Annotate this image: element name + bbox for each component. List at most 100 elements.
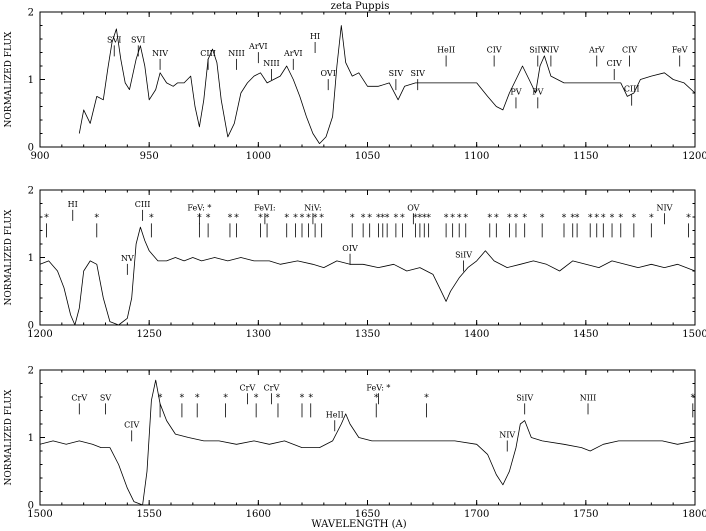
line-id-label: SiIV bbox=[516, 393, 533, 402]
line-marker-asterisk: * bbox=[385, 213, 390, 223]
line-id-label: FeV: * bbox=[187, 203, 211, 212]
line-id-label: ArVI bbox=[283, 49, 303, 58]
x-tick-label: 1350 bbox=[355, 329, 380, 340]
y-tick-label: 2 bbox=[28, 366, 34, 377]
line-id-label: HeII bbox=[437, 46, 455, 55]
line-marker-asterisk: * bbox=[540, 213, 545, 223]
line-id-label: PV bbox=[532, 87, 543, 96]
line-marker-asterisk: * bbox=[649, 213, 654, 223]
line-id-label: CIV bbox=[487, 46, 502, 55]
line-marker-asterisk: * bbox=[374, 393, 379, 403]
x-tick-label: 1600 bbox=[246, 509, 271, 520]
line-id-label: CrV bbox=[240, 383, 256, 392]
line-marker-asterisk: * bbox=[381, 213, 386, 223]
x-tick-label: 1200 bbox=[682, 151, 706, 162]
line-marker-asterisk: * bbox=[306, 213, 311, 223]
x-tick-label: 1800 bbox=[682, 509, 706, 520]
y-tick-label: 1 bbox=[28, 433, 34, 444]
line-marker-asterisk: * bbox=[691, 393, 696, 403]
line-id-label: SV bbox=[100, 393, 111, 402]
line-id-label: ArV bbox=[588, 46, 605, 55]
spectrum-line bbox=[39, 379, 696, 506]
line-marker-asterisk: * bbox=[522, 213, 527, 223]
line-id-label: PV bbox=[510, 87, 521, 96]
line-marker-asterisk: * bbox=[457, 213, 462, 223]
line-marker-asterisk: * bbox=[400, 213, 405, 223]
line-marker-asterisk: * bbox=[319, 213, 324, 223]
line-marker-asterisk: * bbox=[595, 213, 600, 223]
y-tick-label: 0 bbox=[28, 321, 34, 332]
line-id-label: SiIV bbox=[529, 46, 546, 55]
line-marker-asterisk: * bbox=[234, 213, 239, 223]
spectrum-line bbox=[39, 226, 696, 326]
line-marker-asterisk: * bbox=[95, 213, 100, 223]
x-tick-label: 1700 bbox=[464, 509, 489, 520]
line-id-label: CrV bbox=[264, 383, 280, 392]
line-id-label: CIV bbox=[124, 420, 139, 429]
line-marker-asterisk: * bbox=[206, 213, 211, 223]
line-id-label: NIV bbox=[656, 203, 672, 212]
line-id-label: FeV: * bbox=[366, 383, 390, 392]
line-marker-asterisk: * bbox=[223, 393, 228, 403]
line-id-label: SIV bbox=[389, 69, 404, 78]
x-tick-label: 1300 bbox=[246, 329, 271, 340]
x-tick-label: 1400 bbox=[464, 329, 489, 340]
line-id-label: HeII bbox=[326, 410, 344, 419]
x-tick-label: 1200 bbox=[27, 329, 52, 340]
line-id-label: FeV bbox=[672, 46, 688, 55]
x-tick-label: 1450 bbox=[573, 329, 598, 340]
line-marker-asterisk: * bbox=[149, 213, 154, 223]
y-axis-label: NORMALIZED FLUX bbox=[4, 209, 14, 305]
y-tick-label: 2 bbox=[28, 8, 34, 19]
line-id-label: HI bbox=[310, 32, 320, 41]
y-tick-label: 0 bbox=[28, 501, 34, 512]
line-marker-asterisk: * bbox=[284, 213, 289, 223]
line-marker-asterisk: * bbox=[313, 213, 318, 223]
line-marker-asterisk: * bbox=[444, 213, 449, 223]
line-marker-asterisk: * bbox=[488, 213, 493, 223]
x-tick-label: 950 bbox=[140, 151, 159, 162]
line-marker-asterisk: * bbox=[367, 213, 372, 223]
y-tick-label: 1 bbox=[28, 253, 34, 264]
y-tick-label: 2 bbox=[28, 186, 34, 197]
line-marker-asterisk: * bbox=[575, 213, 580, 223]
x-tick-label: 1750 bbox=[573, 509, 598, 520]
line-marker-asterisk: * bbox=[570, 213, 575, 223]
line-marker-asterisk: * bbox=[418, 213, 423, 223]
line-id-label: NIII bbox=[263, 59, 279, 68]
line-id-label: CrV bbox=[71, 393, 87, 402]
line-marker-asterisk: * bbox=[308, 393, 313, 403]
line-marker-asterisk: * bbox=[426, 213, 431, 223]
line-id-label: NV bbox=[121, 254, 134, 263]
chart-title: zeta Puppis bbox=[331, 1, 390, 12]
spectrum-panel-3: 1500 1550 1600 1650 1700 1750 1800 0 1 2 NORMALIZE… bbox=[4, 366, 706, 521]
line-marker-asterisk: * bbox=[619, 213, 624, 223]
line-id-label: HI bbox=[68, 200, 78, 209]
line-marker-asterisk: * bbox=[350, 213, 355, 223]
line-id-label: OIV bbox=[342, 244, 358, 253]
line-marker-asterisk: * bbox=[293, 213, 298, 223]
line-id-label: NIV bbox=[499, 431, 515, 440]
y-tick-label: 1 bbox=[28, 75, 34, 86]
line-marker-asterisk: * bbox=[376, 213, 381, 223]
line-id-label: CIV bbox=[607, 59, 622, 68]
line-marker-asterisk: * bbox=[588, 213, 593, 223]
line-marker-asterisk: * bbox=[258, 213, 263, 223]
line-marker-asterisk: * bbox=[276, 393, 281, 403]
line-id-label: SVI bbox=[107, 35, 121, 44]
line-marker-asterisk: * bbox=[686, 213, 691, 223]
line-marker-asterisk: * bbox=[228, 213, 233, 223]
line-id-label: ArVI bbox=[248, 42, 268, 51]
line-marker-asterisk: * bbox=[44, 213, 49, 223]
x-tick-label: 1250 bbox=[136, 329, 161, 340]
x-tick-label: 900 bbox=[30, 151, 49, 162]
line-id-label: FeVI: bbox=[254, 203, 275, 212]
line-marker-asterisk: * bbox=[464, 213, 469, 223]
line-marker-asterisk: * bbox=[394, 213, 399, 223]
line-marker-asterisk: * bbox=[422, 213, 427, 223]
line-id-label: SIV bbox=[411, 69, 426, 78]
line-marker-asterisk: * bbox=[507, 213, 512, 223]
line-marker-asterisk: * bbox=[180, 393, 185, 403]
x-tick-label: 1000 bbox=[246, 151, 271, 162]
